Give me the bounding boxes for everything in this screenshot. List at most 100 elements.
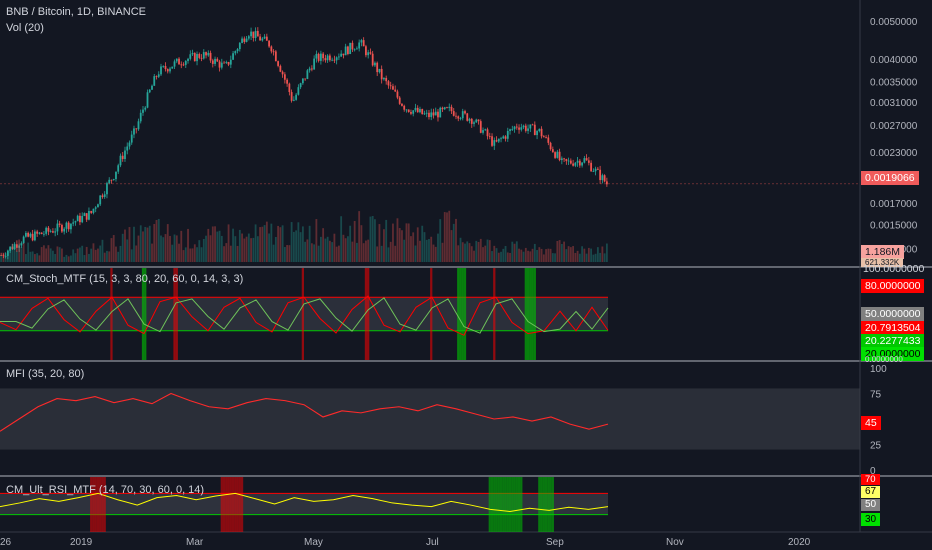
volume-bar [6, 250, 9, 262]
candle-body [410, 112, 412, 114]
volume-bar [414, 245, 417, 262]
candle-body [347, 46, 349, 54]
candle-body [538, 128, 541, 132]
candle-body [121, 155, 124, 159]
volume-bar [137, 235, 140, 262]
rsi-oversold-column [488, 477, 491, 532]
volume-bar [130, 249, 133, 262]
volume-bar [520, 249, 523, 262]
volume-bar [542, 254, 545, 262]
candle-body [259, 36, 261, 41]
candle-body [90, 211, 93, 213]
stoch-oversold-column [533, 268, 536, 360]
volume-bar [308, 225, 311, 262]
volume-bar [119, 245, 122, 262]
volume-bar [430, 236, 433, 262]
volume-bar [259, 227, 261, 262]
candle-body [112, 179, 115, 180]
volume-bar [515, 241, 518, 262]
candle-body [484, 129, 487, 131]
mfi-band [0, 388, 860, 450]
candle-body [290, 92, 293, 101]
volume-bar [569, 247, 572, 262]
volume-bar [403, 239, 406, 262]
stoch-overbought-column [364, 268, 368, 360]
candle-body [9, 246, 12, 251]
candle-body [76, 215, 79, 222]
candle-body [549, 142, 552, 150]
volume-bar [79, 247, 81, 262]
candle-body [101, 195, 104, 197]
candle-body [416, 107, 419, 113]
candle-body [236, 49, 239, 52]
candle-body [432, 112, 435, 116]
volume-bar [36, 253, 39, 262]
volume-bar [175, 235, 178, 262]
candle-body [29, 233, 32, 237]
volume-bar [473, 250, 475, 262]
volume-bar [558, 240, 561, 262]
volume-bar [193, 244, 196, 262]
volume-bar [133, 226, 135, 262]
price-axis-label: 0.0031000 [870, 98, 918, 109]
candle-body [376, 62, 379, 73]
volume-title: Vol (20) [6, 22, 44, 34]
volume-bar [324, 238, 327, 262]
rsi-oversold-column [493, 477, 496, 532]
candle-body [335, 57, 338, 61]
rsi-overbought-column [234, 477, 237, 532]
stoch-overbought-column [173, 268, 176, 360]
candle-body [72, 222, 75, 224]
candle-body [117, 165, 120, 172]
volume-bar [601, 246, 604, 262]
volume-bar [187, 228, 189, 262]
candle-body [448, 106, 451, 108]
volume-bar [412, 232, 415, 262]
stoch-top-label: 100.0000000 [863, 263, 925, 275]
candle-body [187, 58, 189, 61]
candle-body [430, 112, 433, 118]
candle-body [83, 213, 86, 216]
volume-bar [353, 221, 356, 262]
volume-bar [344, 238, 347, 262]
candle-body [81, 215, 84, 223]
volume-bar [306, 239, 309, 262]
candle-body [94, 207, 97, 209]
stoch-oversold-column [529, 268, 532, 360]
candle-body [133, 128, 135, 135]
candle-body [439, 107, 442, 118]
volume-bar [2, 252, 5, 262]
candle-body [353, 49, 356, 51]
rsi-oversold-column [520, 477, 523, 532]
volume-bar [369, 216, 372, 262]
candle-body [108, 179, 111, 184]
candle-body [450, 106, 453, 112]
volume-bar [58, 247, 61, 262]
volume-bar [335, 246, 338, 262]
rsi-tag-current: 67 [861, 486, 881, 498]
mfi-current-tag: 45 [861, 416, 881, 430]
candle-body [479, 121, 482, 133]
volume-bar [184, 247, 187, 262]
volume-bar [578, 253, 581, 262]
volume-bar [405, 223, 408, 262]
price-axis-label: 0.0040000 [870, 55, 918, 66]
candle-body [547, 137, 550, 143]
candle-body [193, 53, 196, 62]
candle-body [58, 223, 61, 225]
volume-bar [317, 245, 320, 262]
volume-bar [466, 241, 469, 262]
candle-body [398, 97, 401, 104]
volume-bar [297, 222, 300, 262]
volume-bar [506, 252, 509, 262]
candle-body [281, 71, 284, 75]
mfi-title: MFI (35, 20, 80) [6, 368, 85, 380]
candle-body [40, 232, 43, 235]
volume-bar [500, 251, 502, 262]
volume-bar [256, 236, 259, 262]
candle-body [130, 134, 133, 143]
volume-bar [522, 251, 525, 262]
candle-body [473, 122, 475, 124]
